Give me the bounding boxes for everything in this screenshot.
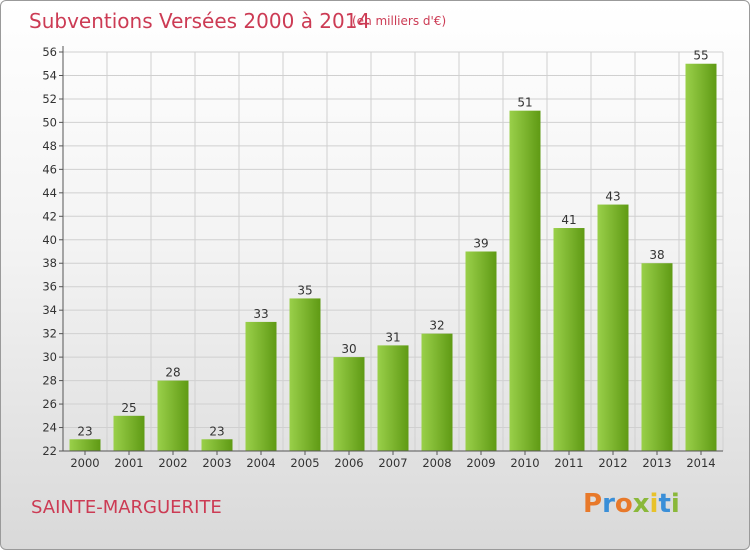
value-label: 51 (517, 96, 532, 110)
y-tick-label: 48 (42, 139, 57, 153)
logo-letter: P (583, 489, 603, 519)
value-label: 31 (385, 330, 400, 344)
bar-2010 (509, 110, 541, 452)
y-tick-label: 54 (42, 68, 57, 82)
x-tick-label: 2004 (246, 456, 275, 470)
y-tick-label: 40 (42, 233, 57, 247)
logo-letter: o (614, 489, 633, 519)
bar-2003 (201, 439, 233, 451)
chart-subtitle: (en milliers d'€) (352, 14, 447, 28)
x-tick-label: 2006 (334, 456, 363, 470)
x-tick-label: 2014 (686, 456, 715, 470)
bar-2008 (421, 333, 453, 451)
y-tick-label: 36 (42, 280, 57, 294)
logo-letter: i (649, 489, 659, 519)
bar-2012 (597, 204, 629, 451)
chart-title: Subventions Versées 2000 à 2014 (29, 9, 371, 33)
x-tick-label: 2003 (202, 456, 231, 470)
x-tick-label: 2010 (510, 456, 539, 470)
proxiti-logo: Proxiti (583, 489, 680, 519)
y-tick-label: 24 (42, 421, 57, 435)
bar-2006 (333, 357, 365, 451)
value-label: 33 (253, 307, 268, 321)
y-tick-label: 56 (42, 45, 57, 59)
axes: 22 24 26 28 30 32 34 36 38 40 42 44 46 48 50 52 54 56 2000… (42, 45, 723, 470)
x-tick-label: 2005 (290, 456, 319, 470)
x-tick-label: 2008 (422, 456, 451, 470)
bar-2004 (245, 321, 277, 451)
y-tick-label: 28 (42, 374, 57, 388)
value-label: 39 (473, 237, 488, 251)
x-tick-label: 2000 (70, 456, 99, 470)
bar-2011 (553, 228, 585, 451)
value-label: 41 (561, 213, 576, 227)
value-label: 35 (297, 283, 312, 297)
logo-letter: r (602, 489, 615, 519)
bar-2000 (69, 439, 101, 451)
y-tick-label: 46 (42, 162, 57, 176)
bar-2007 (377, 345, 409, 451)
value-label: 32 (429, 319, 444, 333)
logo-letter: i (670, 489, 680, 519)
y-tick-label: 26 (42, 397, 57, 411)
y-tick-label: 44 (42, 186, 57, 200)
value-label: 23 (209, 424, 224, 438)
y-tick-label: 34 (42, 303, 57, 317)
x-tick-label: 2009 (466, 456, 495, 470)
bars: 23 25 28 23 33 35 30 31 32 39 51 41 43 38 55 (69, 49, 717, 452)
value-label: 30 (341, 342, 356, 356)
x-tick-label: 2001 (114, 456, 143, 470)
x-tick-label: 2002 (158, 456, 187, 470)
x-tick-label: 2011 (554, 456, 583, 470)
bar-2002 (157, 380, 189, 451)
bar-2009 (465, 251, 497, 451)
value-label: 25 (121, 401, 136, 415)
y-tick-label: 30 (42, 350, 57, 364)
value-label: 55 (693, 49, 708, 63)
value-label: 38 (649, 248, 664, 262)
y-tick-label: 22 (42, 444, 57, 458)
logo-letter: t (658, 489, 671, 519)
x-tick-label: 2013 (642, 456, 671, 470)
commune-name: SAINTE-MARGUERITE (31, 497, 222, 518)
y-tick-label: 32 (42, 327, 57, 341)
bar-2001 (113, 415, 145, 451)
bar-2014 (685, 63, 717, 452)
x-tick-label: 2007 (378, 456, 407, 470)
y-tick-label: 42 (42, 209, 57, 223)
y-tick-label: 52 (42, 92, 57, 106)
x-tick-label: 2012 (598, 456, 627, 470)
grid-lines (62, 51, 724, 452)
bar-2013 (641, 263, 673, 451)
value-label: 43 (605, 190, 620, 204)
value-label: 23 (77, 424, 92, 438)
y-tick-label: 50 (42, 115, 57, 129)
bar-2005 (289, 298, 321, 451)
value-label: 28 (165, 366, 180, 380)
logo-letter: x (632, 489, 650, 519)
y-tick-label: 38 (42, 256, 57, 270)
